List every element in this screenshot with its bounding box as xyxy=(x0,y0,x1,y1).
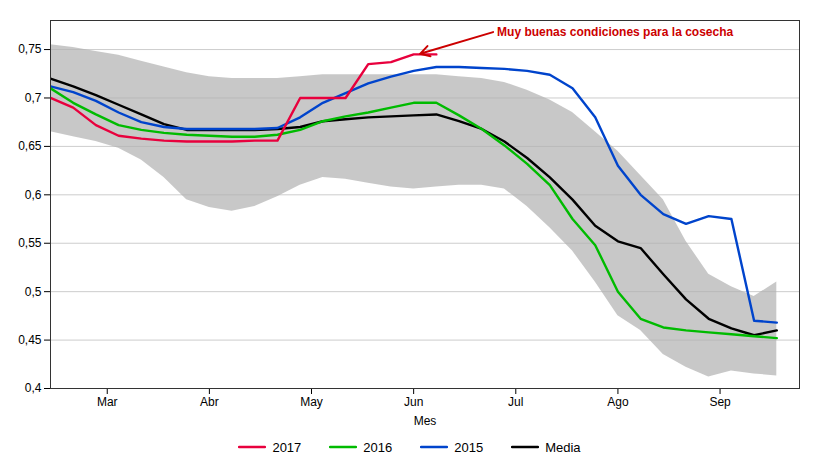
svg-text:0,45: 0,45 xyxy=(18,333,42,347)
svg-text:0,4: 0,4 xyxy=(25,381,42,395)
svg-text:Mar: Mar xyxy=(97,395,118,409)
html-text:2015: 2015 xyxy=(454,439,484,455)
svg-text:0,5: 0,5 xyxy=(25,284,42,298)
html-text:Media: Media xyxy=(545,439,581,455)
svg-text:0,6: 0,6 xyxy=(25,188,42,202)
svg-text:Sep: Sep xyxy=(709,395,731,409)
svg-text:0,75: 0,75 xyxy=(18,42,42,56)
svg-text:Muy buenas condiciones para la: Muy buenas condiciones para la cosecha xyxy=(497,25,733,39)
svg-text:0,55: 0,55 xyxy=(18,236,42,250)
svg-text:0,65: 0,65 xyxy=(18,139,42,153)
svg-text:Mes: Mes xyxy=(414,414,437,428)
svg-text:May: May xyxy=(300,395,323,409)
svg-text:0,7: 0,7 xyxy=(25,91,42,105)
html-text:2017: 2017 xyxy=(272,439,302,455)
html-text:2016: 2016 xyxy=(363,439,393,455)
svg-text:Jul: Jul xyxy=(508,395,523,409)
svg-text:Abr: Abr xyxy=(200,395,219,409)
svg-text:Jun: Jun xyxy=(404,395,423,409)
svg-text:Ago: Ago xyxy=(607,395,629,409)
